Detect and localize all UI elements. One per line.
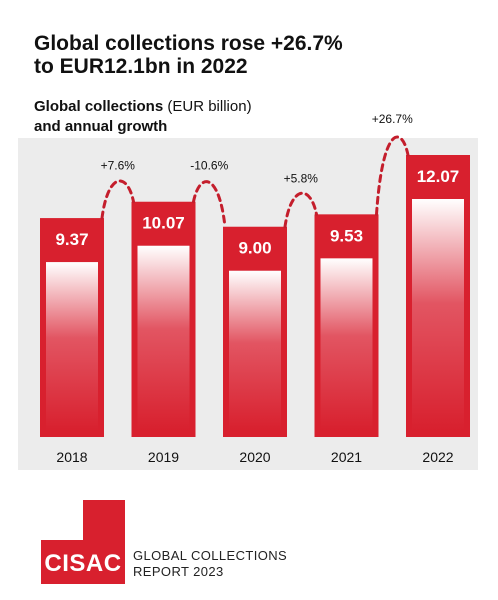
- subtitle-line-2: and annual growth: [34, 118, 168, 135]
- growth-label-2: +5.8%: [284, 171, 319, 185]
- value-label-2021: 9.53: [330, 226, 363, 245]
- headline-line-1: Global collections rose +26.7%: [34, 32, 343, 55]
- logo-notch: [41, 500, 83, 540]
- cisac-logo: CISAC: [41, 500, 125, 584]
- value-label-2020: 9.00: [238, 239, 271, 258]
- subtitle-bold: Global collections: [34, 98, 164, 115]
- chart-subtitle: Global collections (EUR billion) and ann…: [34, 97, 474, 137]
- bar-highlight-2019: [137, 245, 190, 431]
- category-label-2018: 2018: [56, 449, 87, 465]
- category-label-2020: 2020: [239, 449, 270, 465]
- report-title-line-2: REPORT 2023: [133, 564, 224, 579]
- growth-label-1: -10.6%: [190, 159, 228, 173]
- bar-highlight-2021: [320, 258, 373, 431]
- growth-connector-0: [100, 179, 135, 220]
- category-label-2022: 2022: [422, 449, 453, 465]
- growth-label-3: +26.7%: [372, 112, 413, 126]
- bar-highlight-2022: [412, 199, 464, 431]
- growth-label-0: +7.6%: [101, 159, 136, 173]
- growth-connector-3: [375, 135, 410, 216]
- value-label-2019: 10.07: [142, 214, 185, 233]
- headline-line-2: to EUR12.1bn in 2022: [34, 55, 248, 78]
- growth-connector-2: [283, 191, 318, 229]
- subtitle-unit: (EUR billion): [167, 98, 252, 115]
- value-label-2022: 12.07: [417, 167, 460, 186]
- bar-highlight-2020: [229, 270, 281, 431]
- category-label-2021: 2021: [331, 449, 362, 465]
- growth-connector-1: [192, 180, 227, 229]
- logo-text: CISAC: [44, 550, 122, 577]
- bar-highlight-2018: [46, 262, 98, 431]
- category-label-2019: 2019: [148, 449, 179, 465]
- report-title-line-1: GLOBAL COLLECTIONS: [133, 548, 288, 563]
- report-title: GLOBAL COLLECTIONS REPORT 2023: [133, 548, 287, 580]
- headline: Global collections rose +26.7% to EUR12.…: [34, 32, 474, 78]
- value-label-2018: 9.37: [55, 230, 88, 249]
